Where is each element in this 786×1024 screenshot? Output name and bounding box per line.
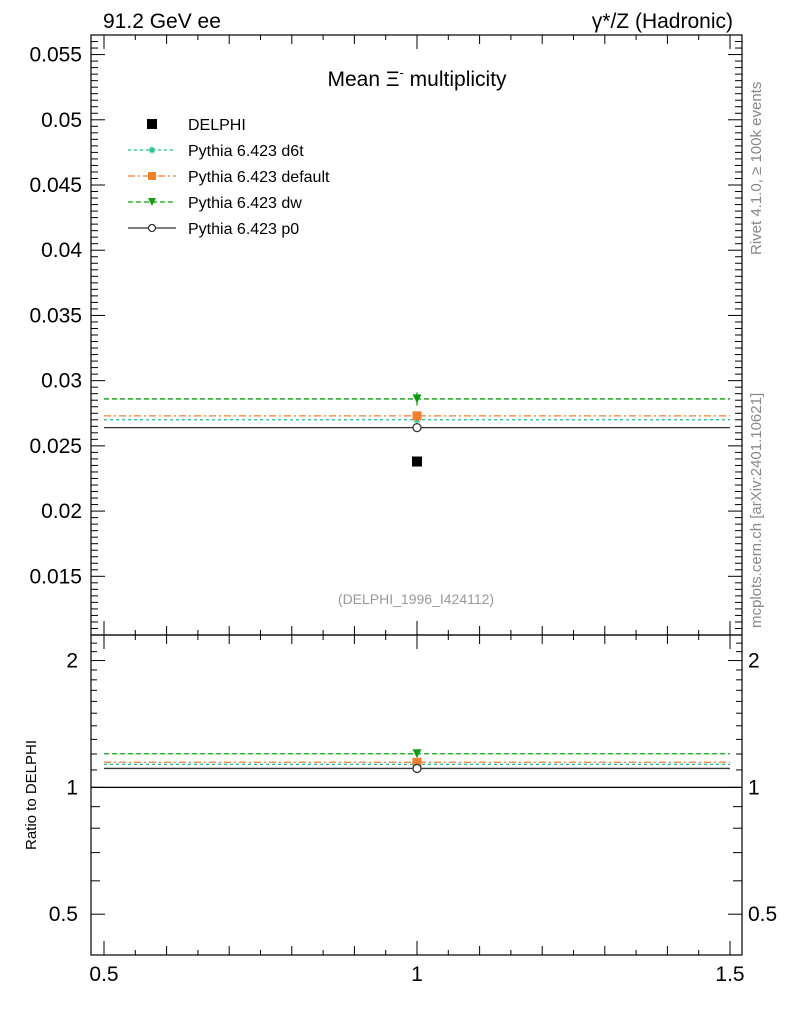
- x-tick-label: 0.5: [89, 963, 118, 986]
- main-y-tick-label: 0.045: [29, 174, 82, 197]
- main-y-tick-label: 0.03: [41, 370, 82, 393]
- legend-label-pythia-6-423-dw: Pythia 6.423 dw: [188, 195, 302, 212]
- main-y-tick-label: 0.025: [29, 435, 82, 458]
- mcplots-label: mcplots.cern.ch [arXiv:2401.10621]: [748, 393, 765, 628]
- ratio-y-axis-label: Ratio to DELPHI: [23, 740, 40, 850]
- legend-label-pythia-6-423-d6t: Pythia 6.423 d6t: [188, 143, 304, 160]
- ratio-y-tick-label: 1: [66, 776, 78, 799]
- x-tick-label: 1.5: [715, 963, 744, 986]
- series-marker-pythia-6-423-default: [412, 411, 422, 421]
- x-tick-label: 1: [411, 963, 423, 986]
- ratio-y-tick-label-right: 1: [748, 776, 760, 799]
- main-y-tick-label: 0.04: [41, 239, 82, 262]
- series-marker-pythia-6-423-dw: [412, 394, 422, 404]
- main-y-tick-label: 0.05: [41, 109, 82, 132]
- legend-marker-pythia-6-423-dw: [148, 198, 156, 206]
- ratio-y-tick-label-right: 0.5: [748, 903, 777, 926]
- data-point-delphi: [412, 456, 422, 467]
- legend-marker-pythia-6-423-d6t-stroke: [149, 147, 155, 153]
- main-y-tick-label: 0.02: [41, 500, 82, 523]
- legend-marker-delphi: [147, 119, 157, 129]
- legend-marker-pythia-6-423-default: [148, 172, 156, 180]
- plot-title: Mean Ξ- multiplicity: [327, 65, 507, 91]
- legend-marker-pythia-6-423-d6t: [148, 146, 156, 154]
- legend: Pythia 6.423 d6t Pythia 6.423 default Pyth…: [128, 117, 330, 238]
- header-left-title: 91.2 GeV ee: [103, 10, 221, 33]
- header-right-title: γ*/Z (Hadronic): [592, 10, 733, 33]
- ratio-marker-pythia-6-423-default: [412, 757, 422, 767]
- rivet-version-label: Rivet 4.1.0, ≥ 100k events: [748, 82, 765, 255]
- series-marker-pythia-6-423-p0: [412, 422, 422, 433]
- ratio-marker-pythia-6-423-dw: [412, 749, 422, 759]
- main-y-tick-label: 0.015: [29, 565, 82, 588]
- main-y-tick-label: 0.035: [29, 304, 82, 327]
- legend-label-pythia-6-423-default: Pythia 6.423 default: [188, 169, 330, 186]
- legend-marker-pythia-6-423-p0: [147, 223, 157, 233]
- ratio-y-tick-label-right: 2: [748, 650, 760, 673]
- ratio-y-tick-label: 2: [66, 650, 78, 673]
- series-layer: [91, 392, 742, 789]
- main-y-tick-label: 0.055: [29, 44, 82, 67]
- analysis-id-label: (DELPHI_1996_I424112): [338, 591, 494, 607]
- legend-label-pythia-6-423-p0: Pythia 6.423 p0: [188, 221, 299, 238]
- ratio-plot-frame: [90, 634, 743, 956]
- ratio-marker-pythia-6-423-p0: [412, 763, 422, 774]
- axes-layer: 0.5 1 1.5 0.015 0.02 0.025 0.03 0.035 0.04 0.045 0…: [29, 35, 777, 986]
- ratio-y-tick-label: 0.5: [49, 903, 78, 926]
- legend-label-delphi: DELPHI: [188, 117, 246, 134]
